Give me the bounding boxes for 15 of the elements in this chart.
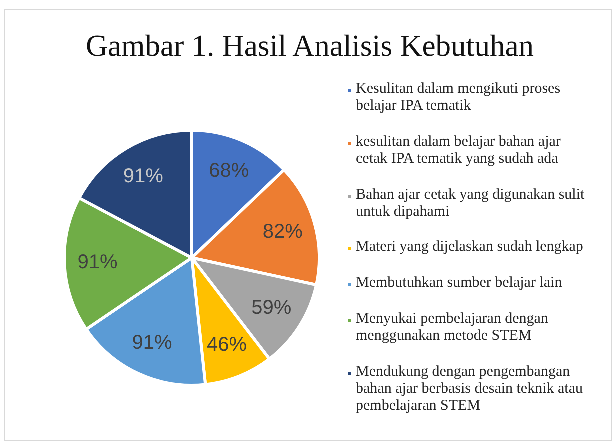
data-label: 68% — [209, 160, 250, 182]
legend-label: Bahan ajar cetak yang digunakan sulit untuk dipahami — [356, 186, 586, 221]
legend-label: Materi yang dijelaskan sudah lengkap — [356, 239, 584, 256]
data-label: 82% — [262, 221, 304, 244]
legend-label: Kesulitan dalam mengikuti proses belajar IPA tematik — [356, 81, 562, 115]
legend-label: Membutuhkan sumber belajar lain — [356, 275, 564, 292]
data-label: 91% — [123, 166, 164, 188]
legend-label: kesulitan dalam belajar bahan ajar cetak IPA tematik yang sudah ada — [356, 134, 562, 168]
legend-label: Menyukai pembelajaran dengan menggunakan metode STEM — [356, 311, 550, 346]
chart-title: Gambar 1. Hasil Analisis Kebutuhan — [84, 29, 536, 63]
data-label: 91% — [78, 252, 118, 274]
data-label: 46% — [207, 334, 248, 356]
data-label: 91% — [132, 332, 173, 354]
data-label: 59% — [252, 297, 292, 320]
legend-label: Mendukung dengan pengembangan bahan ajar berbasis desain teknik atau pembelajaran STEM — [356, 364, 584, 415]
